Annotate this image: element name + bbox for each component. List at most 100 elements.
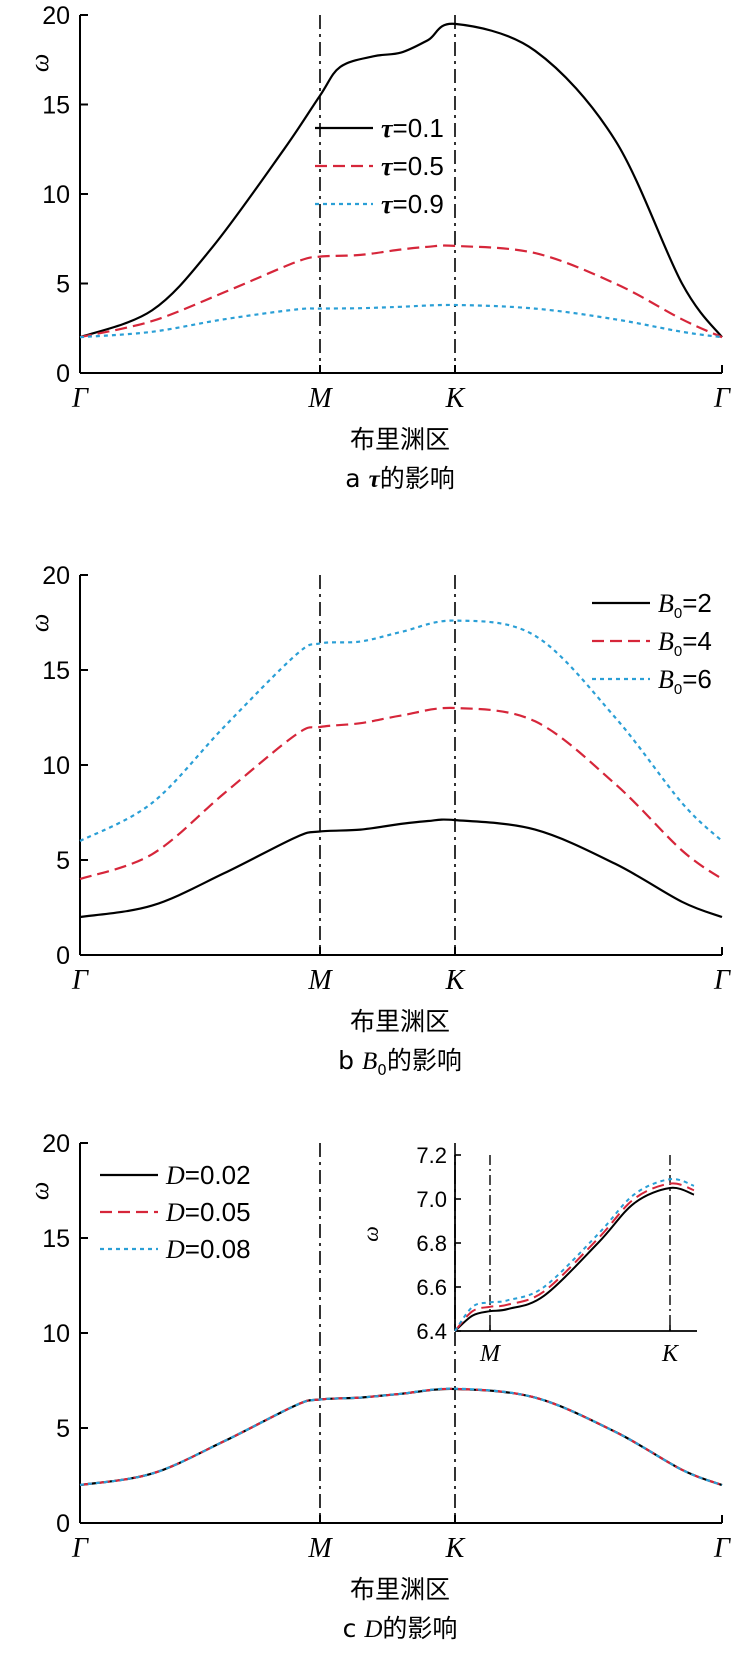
x-tick-label: Γ bbox=[71, 1533, 89, 1564]
inset-chart: 6.4 6.6 6.8 7.0 7.2 M Kω bbox=[358, 1143, 697, 1367]
legend-value: =0.02 bbox=[185, 1160, 251, 1190]
x-tick-label: M bbox=[307, 965, 333, 996]
legend-value: =6 bbox=[682, 664, 712, 694]
y-tick-label: 15 bbox=[42, 92, 70, 120]
x-axis-label: 布里渊区 bbox=[350, 425, 450, 454]
inset-y-tick-label: 6.6 bbox=[416, 1275, 447, 1300]
inset-series-line bbox=[454, 1178, 695, 1332]
x-tick-label: Γ bbox=[713, 1533, 731, 1564]
y-tick-label: 5 bbox=[56, 847, 70, 875]
legend-label: B0=6 bbox=[658, 664, 712, 698]
x-axis-label: 布里渊区 bbox=[350, 1007, 450, 1036]
y-tick-label: 20 bbox=[42, 1130, 70, 1158]
legend-label: τ=0.5 bbox=[381, 151, 444, 181]
legend-symbol: D bbox=[165, 1235, 185, 1264]
legend: B0=2B0=4B0=6 bbox=[592, 588, 712, 698]
caption-symbol: D bbox=[363, 1616, 382, 1643]
series-line bbox=[79, 818, 723, 919]
y-axis-label: ω bbox=[25, 54, 54, 72]
legend-symbol: τ bbox=[381, 152, 394, 181]
legend-symbol: D bbox=[165, 1198, 185, 1227]
legend-symbol: B bbox=[658, 589, 674, 618]
caption-letter: a bbox=[345, 464, 368, 493]
legend-label: τ=0.9 bbox=[381, 189, 444, 219]
y-tick-label: 5 bbox=[56, 1415, 70, 1443]
legend-value: =0.05 bbox=[185, 1197, 251, 1227]
caption-text: 的影响 bbox=[387, 1046, 462, 1075]
series-line bbox=[79, 706, 723, 881]
inset-series-line bbox=[454, 1182, 695, 1332]
legend-label: B0=4 bbox=[658, 626, 712, 660]
y-tick-label: 0 bbox=[56, 1510, 70, 1538]
inset-x-tick-label: M bbox=[479, 1341, 502, 1367]
x-axis-label: 布里渊区 bbox=[350, 1575, 450, 1604]
legend: D=0.02D=0.05D=0.08 bbox=[100, 1160, 251, 1264]
legend-label: B0=2 bbox=[658, 588, 712, 622]
x-tick-label: Γ bbox=[713, 965, 731, 996]
legend-label: τ=0.1 bbox=[381, 113, 444, 143]
inset-y-axis-label: ω bbox=[358, 1226, 383, 1242]
legend-value: =0.1 bbox=[393, 113, 444, 143]
panel-caption: b B0的影响 bbox=[338, 1046, 462, 1079]
legend-value: =0.9 bbox=[393, 189, 444, 219]
legend-label: D=0.05 bbox=[165, 1197, 251, 1227]
caption-subscript: 0 bbox=[377, 1061, 387, 1079]
x-tick-label: Γ bbox=[71, 965, 89, 996]
caption-symbol: B bbox=[362, 1048, 377, 1075]
y-tick-label: 15 bbox=[42, 1225, 70, 1253]
y-tick-label: 0 bbox=[56, 942, 70, 970]
inset-y-tick-label: 7.2 bbox=[416, 1143, 447, 1168]
y-axis-label: ω bbox=[25, 1182, 54, 1200]
legend-symbol: B bbox=[658, 665, 674, 694]
caption-text: 的影响 bbox=[380, 464, 455, 493]
legend-value: =2 bbox=[682, 588, 712, 618]
caption-symbol: τ bbox=[369, 466, 381, 493]
legend-symbol: τ bbox=[381, 114, 394, 143]
y-tick-label: 5 bbox=[56, 271, 70, 299]
series-line bbox=[79, 1387, 723, 1487]
legend-symbol: τ bbox=[381, 190, 394, 219]
series-line bbox=[79, 619, 723, 842]
legend-label: D=0.02 bbox=[165, 1160, 251, 1190]
x-tick-label: K bbox=[445, 965, 466, 996]
legend-symbol: D bbox=[165, 1161, 185, 1190]
panel-caption: a τ的影响 bbox=[345, 464, 454, 493]
caption-letter: c bbox=[343, 1614, 365, 1643]
legend-value: =0.08 bbox=[185, 1234, 251, 1264]
series-line bbox=[79, 303, 723, 339]
inset-y-tick-label: 7.0 bbox=[416, 1187, 447, 1212]
x-tick-label: Γ bbox=[71, 383, 89, 414]
x-tick-label: M bbox=[307, 1533, 333, 1564]
series-line bbox=[79, 244, 723, 339]
x-tick-label: Γ bbox=[713, 383, 731, 414]
x-tick-label: K bbox=[445, 1533, 466, 1564]
legend-symbol: B bbox=[658, 627, 674, 656]
inset-series-line bbox=[454, 1186, 695, 1332]
y-tick-label: 15 bbox=[42, 657, 70, 685]
legend-label: D=0.08 bbox=[165, 1234, 251, 1264]
y-axis-label: ω bbox=[25, 614, 54, 632]
y-tick-label: 20 bbox=[42, 562, 70, 590]
legend-subscript: 0 bbox=[674, 643, 682, 660]
caption-letter: b bbox=[338, 1046, 362, 1075]
x-tick-label: K bbox=[445, 383, 466, 414]
legend-subscript: 0 bbox=[674, 681, 682, 698]
inset-y-tick-label: 6.4 bbox=[416, 1319, 447, 1344]
caption-text: 的影响 bbox=[382, 1614, 457, 1643]
inset-y-tick-label: 6.8 bbox=[416, 1231, 447, 1256]
series-line bbox=[79, 1387, 723, 1487]
legend: τ=0.1τ=0.5τ=0.9 bbox=[315, 113, 444, 219]
y-tick-label: 10 bbox=[42, 1320, 70, 1348]
x-tick-label: M bbox=[307, 383, 333, 414]
series-line bbox=[79, 22, 723, 339]
series-line bbox=[79, 1387, 723, 1487]
y-tick-label: 0 bbox=[56, 360, 70, 388]
y-tick-label: 10 bbox=[42, 752, 70, 780]
legend-value: =0.5 bbox=[393, 151, 444, 181]
y-tick-label: 20 bbox=[42, 2, 70, 30]
legend-subscript: 0 bbox=[674, 605, 682, 622]
